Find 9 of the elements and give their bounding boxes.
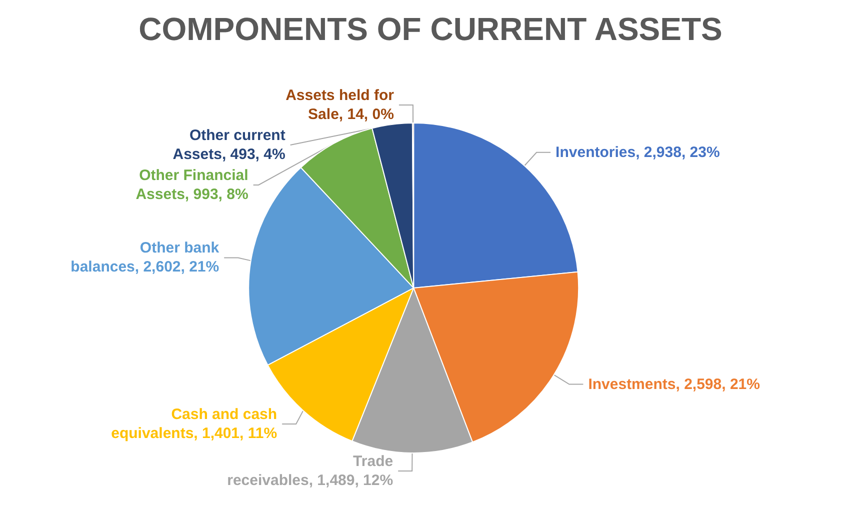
slice-label: Inventories, 2,938, 23%: [556, 144, 720, 161]
slice-label: Trade receivables, 1,489, 12%: [227, 452, 394, 489]
slice-label: Other bank balances, 2,602, 21%: [70, 240, 220, 276]
slice-label: Investments, 2,598, 21%: [588, 376, 760, 393]
slice-label: Assets held for Sale, 14, 0%: [286, 86, 394, 123]
slice-label: Cash and cash equivalents, 1,401, 11%: [111, 406, 278, 442]
slice-label: Other current Assets, 493, 4%: [172, 126, 286, 163]
slice-label: Other Financial Assets, 993, 8%: [136, 166, 248, 203]
chart-title: COMPONENTS OF CURRENT ASSETS: [138, 11, 722, 47]
